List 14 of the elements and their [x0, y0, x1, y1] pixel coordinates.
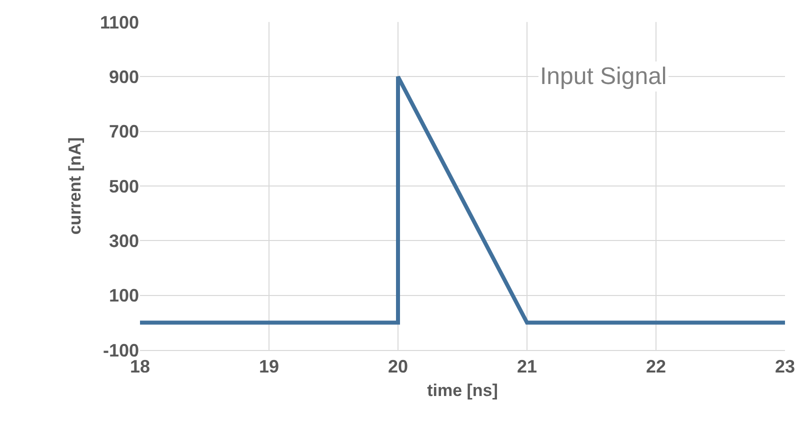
annotation: Input Signal [540, 63, 667, 90]
y-tick-label: 500 [108, 176, 139, 196]
x-tick-label: 23 [774, 356, 796, 377]
y-tick-label: 300 [108, 230, 139, 251]
y-tick-label: 900 [108, 66, 139, 87]
x-tick-label: 21 [516, 356, 538, 377]
x-tick-label: 20 [388, 356, 408, 377]
x-tick-label: 22 [646, 356, 666, 377]
y-axis-title: current [nA] [65, 137, 84, 235]
x-axis-title: time [ns] [427, 381, 498, 400]
x-tick-label: 19 [258, 356, 280, 377]
y-tick-label: 700 [108, 122, 139, 142]
y-tick-label: 100 [108, 286, 139, 306]
y-tick-label: 1100 [100, 12, 139, 32]
